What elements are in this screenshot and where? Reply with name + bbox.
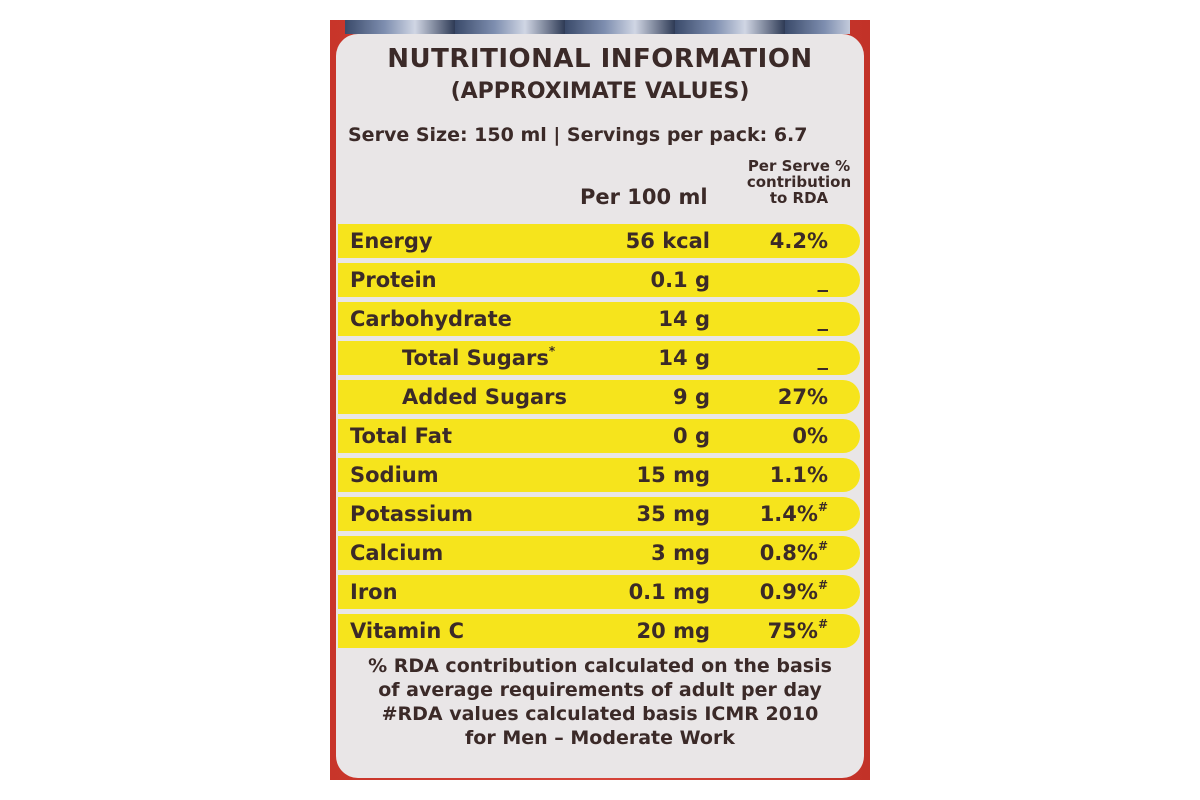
table-row-energy: Energy 56 kcal 4.2% <box>338 224 860 258</box>
nutrient-rda: 0.8%# <box>759 539 828 565</box>
footnote-line-1: % RDA contribution calculated on the bas… <box>368 655 832 677</box>
nutrient-name: Potassium <box>350 502 474 526</box>
nutrient-name: Carbohydrate <box>350 307 512 331</box>
nutrient-rda: 4.2% <box>769 229 828 253</box>
hash-mark: # <box>817 617 828 631</box>
nutrient-name: Protein <box>350 268 437 292</box>
table-row-potassium: Potassium 35 mg 1.4%# <box>338 497 860 531</box>
table-row-protein: Protein 0.1 g _ <box>338 263 860 297</box>
column-header-rda-line3: to RDA <box>769 189 829 207</box>
footnote-line-4: for Men – Moderate Work <box>465 727 735 749</box>
column-header-rda-line2: contribution <box>746 173 852 191</box>
nutrient-name: Total Sugars* <box>402 344 556 370</box>
nutrient-amount: 0.1 mg <box>628 580 710 604</box>
nutrient-rda: 0% <box>792 424 828 448</box>
footnote-line-3: #RDA values calculated basis ICMR 2010 <box>381 703 819 725</box>
nutrient-rda: _ <box>817 307 829 331</box>
nutrient-amount: 35 mg <box>636 502 710 526</box>
nutrition-label-panel: NUTRITIONAL INFORMATION (APPROXIMATE VAL… <box>336 34 864 778</box>
label-title: NUTRITIONAL INFORMATION <box>387 44 813 74</box>
nutrient-amount: 15 mg <box>636 463 710 487</box>
asterisk-mark: * <box>548 344 556 358</box>
nutrient-rda: 0.9%# <box>759 578 828 604</box>
table-row-sodium: Sodium 15 mg 1.1% <box>338 458 860 492</box>
nutrient-rda: _ <box>817 268 829 292</box>
hash-mark: # <box>817 539 828 553</box>
hash-mark: # <box>817 578 828 592</box>
nutrient-rda: 75%# <box>767 617 828 643</box>
nutrition-table: Energy 56 kcal 4.2% Protein 0.1 g _ Carb… <box>338 224 860 653</box>
nutrient-name: Total Fat <box>350 424 453 448</box>
nutrient-rda: _ <box>817 346 829 370</box>
nutrient-amount: 14 g <box>658 307 710 331</box>
table-row-total-sugars: Total Sugars* 14 g _ <box>338 341 860 375</box>
nutrient-rda: 1.4%# <box>759 500 828 526</box>
packaging-graphic-strip <box>345 20 850 34</box>
nutrient-amount: 56 kcal <box>625 229 710 253</box>
nutrient-amount: 0.1 g <box>650 268 710 292</box>
nutrient-amount: 14 g <box>658 346 710 370</box>
column-header-per-100ml: Per 100 ml <box>580 185 708 209</box>
nutrient-name: Iron <box>350 580 398 604</box>
hash-mark: # <box>817 500 828 514</box>
table-row-total-fat: Total Fat 0 g 0% <box>338 419 860 453</box>
column-header-rda: Per Serve % contribution to RDA <box>734 158 864 206</box>
nutrient-name: Added Sugars <box>402 385 568 409</box>
nutrient-name: Energy <box>350 229 433 253</box>
table-row-vitamin-c: Vitamin C 20 mg 75%# <box>338 614 860 648</box>
nutrient-amount: 9 g <box>673 385 710 409</box>
table-row-added-sugars: Added Sugars 9 g 27% <box>338 380 860 414</box>
nutrient-amount: 20 mg <box>636 619 710 643</box>
nutrient-amount: 3 mg <box>651 541 710 565</box>
table-row-iron: Iron 0.1 mg 0.9%# <box>338 575 860 609</box>
footnotes: % RDA contribution calculated on the bas… <box>336 654 864 750</box>
nutrient-name: Sodium <box>350 463 439 487</box>
nutrient-rda: 27% <box>777 385 828 409</box>
footnote-line-2: of average requirements of adult per day <box>378 679 822 701</box>
label-subtitle: (APPROXIMATE VALUES) <box>450 79 750 104</box>
nutrient-name: Vitamin C <box>350 619 465 643</box>
nutrient-name: Calcium <box>350 541 444 565</box>
column-header-rda-line1: Per Serve % <box>747 157 851 175</box>
nutrient-rda: 1.1% <box>769 463 828 487</box>
table-row-carbohydrate: Carbohydrate 14 g _ <box>338 302 860 336</box>
serve-size-line: Serve Size: 150 ml | Servings per pack: … <box>348 124 808 146</box>
table-row-calcium: Calcium 3 mg 0.8%# <box>338 536 860 570</box>
nutrient-amount: 0 g <box>673 424 710 448</box>
